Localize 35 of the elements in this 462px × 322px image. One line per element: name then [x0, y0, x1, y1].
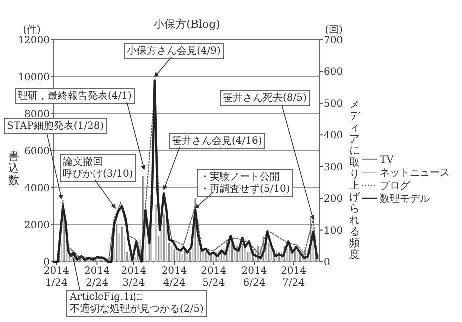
legend-label: TV — [380, 155, 395, 166]
x-tick-label: 2014 1/24 — [44, 266, 70, 289]
y-tick-label: 6000 — [24, 146, 50, 158]
y-axis-title: 書込数 — [8, 150, 20, 188]
text: メディアに取り上げられる頻度 — [350, 99, 360, 262]
chart-title: 小保方(Blog) — [154, 18, 220, 31]
y2-tick-label: 0 — [324, 258, 330, 268]
annotation: 理研，最終報告発表(4/1) — [18, 90, 132, 102]
x-tick-label: 2014 6/24 — [242, 266, 268, 289]
annotation: 笹井さん死去(8/5) — [223, 92, 307, 104]
x-tick-label: 2014 5/24 — [201, 266, 227, 289]
x-tick-label: 2014 4/24 — [162, 266, 188, 289]
legend-label: ブログ — [380, 180, 411, 192]
y2-tick-label: 500 — [324, 98, 344, 110]
x-tick-label: 2014 2/24 — [84, 266, 110, 289]
x-tick-label: 2014 7/24 — [281, 266, 307, 289]
y-tick-label: 10000 — [18, 72, 50, 84]
text: (件) — [23, 25, 41, 36]
y-tick-label: 4000 — [24, 184, 50, 194]
y-tick-label: 2000 — [24, 220, 50, 232]
y-tick-label: 8000 — [24, 110, 50, 120]
legend-label: ネットニュース — [380, 168, 450, 179]
text: (回) — [325, 25, 343, 36]
y2-tick-label: 400 — [324, 130, 344, 142]
y2-tick-label: 600 — [324, 67, 344, 78]
legend-label: 数理モデル — [380, 194, 430, 205]
x-tick-label: 2014 3/24 — [121, 266, 147, 289]
y2-tick-label: 300 — [324, 162, 344, 174]
y2-tick-label: 700 — [324, 36, 344, 46]
y2-tick-label: 200 — [324, 194, 344, 206]
annotation: STAP細胞発表(1/28) — [7, 120, 104, 132]
y-tick-label: 12000 — [18, 36, 50, 46]
annotation: 小保方さん会見(4/9) — [127, 45, 221, 57]
annotation: 笹井さん会見(4/16) — [172, 135, 262, 147]
y2-tick-label: 100 — [324, 226, 344, 237]
